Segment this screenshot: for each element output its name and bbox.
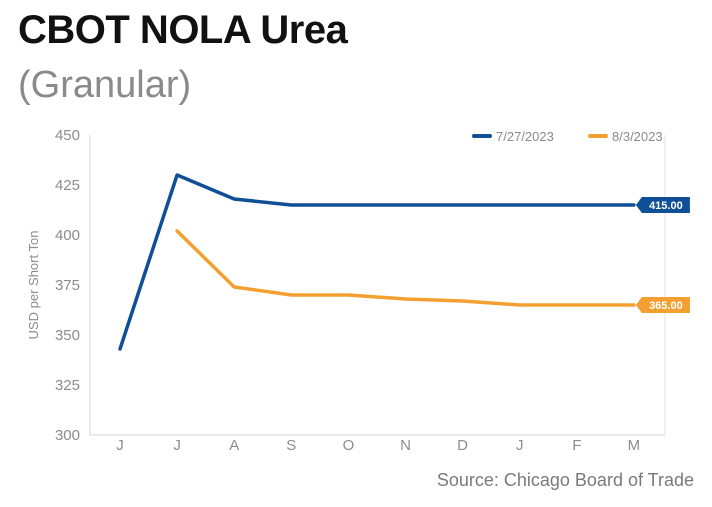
- x-tick-label: J: [173, 437, 181, 454]
- x-tick-label: N: [400, 437, 411, 454]
- chart-subtitle: (Granular): [18, 64, 192, 106]
- y-tick-label: 425: [55, 177, 80, 194]
- series-line-2: [175, 229, 636, 307]
- chart-title: CBOT NOLA Urea: [18, 8, 348, 52]
- x-tick-label: S: [286, 437, 296, 454]
- x-tick-label: J: [516, 437, 524, 454]
- x-tick-label: O: [343, 437, 355, 454]
- y-tick-label: 450: [55, 127, 80, 144]
- y-tick-label: 400: [55, 227, 80, 244]
- legend-label-2: 8/3/2023: [612, 129, 663, 144]
- source-note: Source: Chicago Board of Trade: [436, 470, 694, 490]
- series-lines: [118, 173, 636, 351]
- y-tick-label: 375: [55, 277, 80, 294]
- end-label-badge-2: [635, 297, 690, 313]
- y-axis-label: USD per Short Ton: [26, 231, 41, 340]
- x-tick-label: D: [457, 437, 468, 454]
- y-tick-label: 325: [55, 377, 80, 394]
- x-tick-label: F: [572, 437, 581, 454]
- end-label-badge-1: [635, 197, 690, 213]
- legend: 7/27/2023 8/3/2023: [472, 129, 663, 144]
- end-label-value-2: 365.00: [649, 300, 683, 312]
- y-tick-label: 300: [55, 427, 80, 444]
- y-tick-label: 350: [55, 327, 80, 344]
- legend-label-1: 7/27/2023: [496, 129, 554, 144]
- x-tick-label: M: [628, 437, 641, 454]
- series-line-1: [118, 173, 636, 351]
- x-tick-label: A: [229, 437, 239, 454]
- axes: 300 325 350 375 400 425 450 J J A S O N D J F M: [55, 127, 666, 454]
- end-label-value-1: 415.00: [649, 200, 683, 212]
- x-tick-label: J: [116, 437, 124, 454]
- end-labels: 415.00 365.00: [635, 197, 690, 313]
